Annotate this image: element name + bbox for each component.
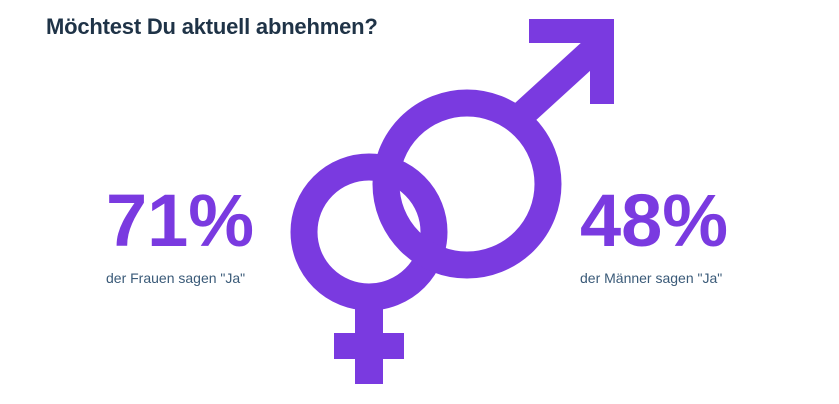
stat-men: 48% der Männer sagen "Ja" xyxy=(580,179,729,287)
male-symbol-icon xyxy=(372,19,614,279)
stat-women-label: der Frauen sagen "Ja" xyxy=(106,270,246,286)
stat-women: 71% der Frauen sagen "Ja" xyxy=(106,179,255,287)
female-symbol-icon xyxy=(290,153,448,384)
stat-women-value: 71% xyxy=(106,179,255,262)
male-ring xyxy=(372,89,562,279)
male-arrow-head xyxy=(529,19,614,104)
female-ring xyxy=(290,153,448,311)
page-title: Möchtest Du aktuell abnehmen? xyxy=(46,14,378,39)
female-crossbar xyxy=(334,333,404,359)
male-arrow-shaft xyxy=(515,30,614,122)
stat-men-value: 48% xyxy=(580,179,729,262)
stat-men-label: der Männer sagen "Ja" xyxy=(580,270,723,286)
